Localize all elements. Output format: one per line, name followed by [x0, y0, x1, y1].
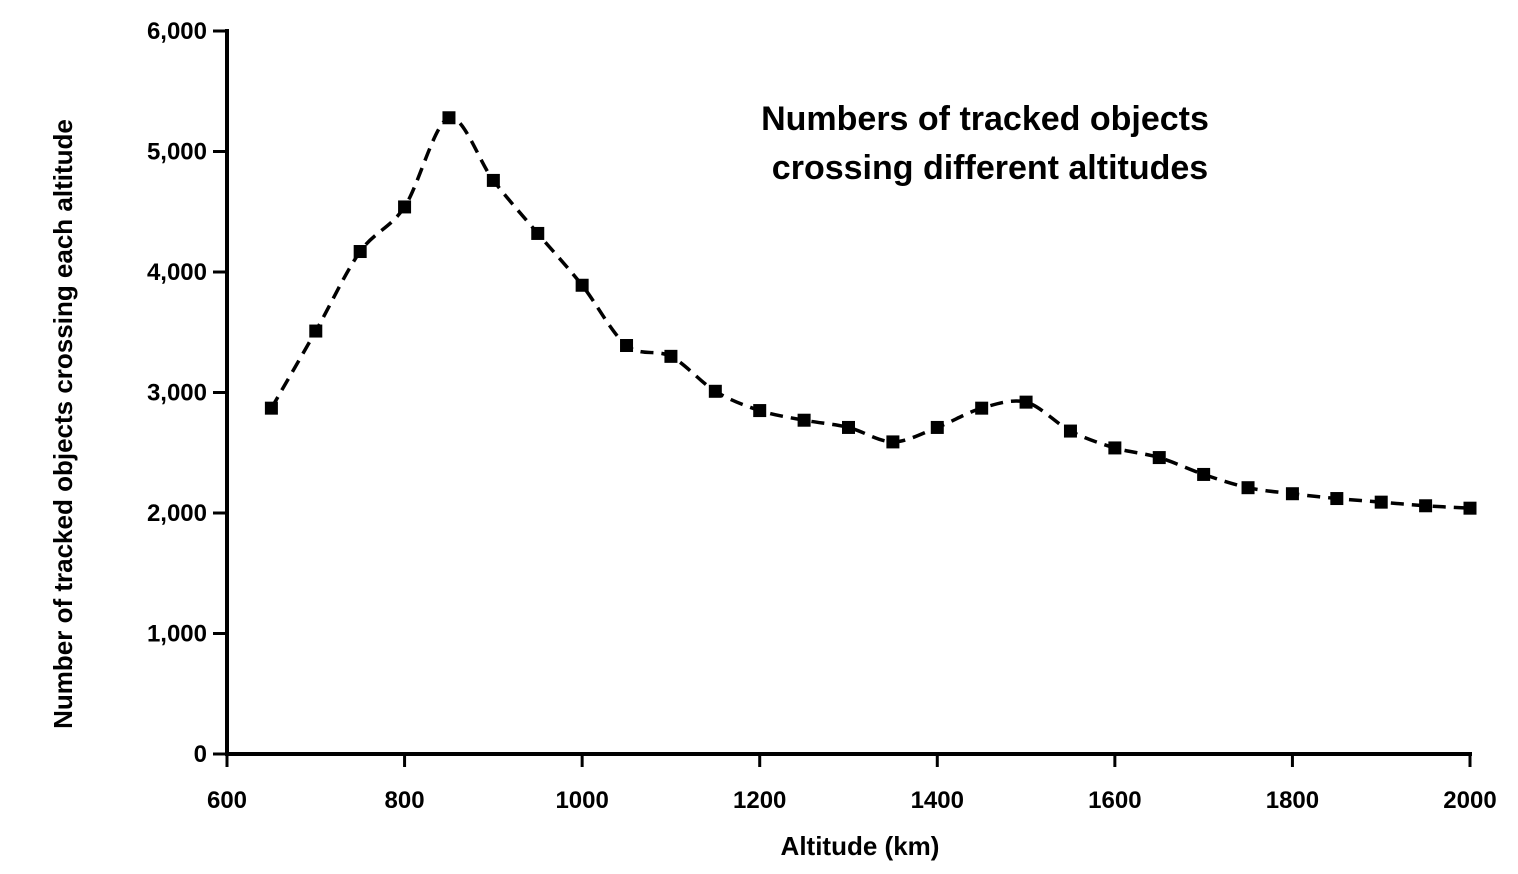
data-point-marker	[1019, 395, 1033, 409]
y-tick-label: 1,000	[147, 621, 207, 648]
x-axis-title: Altitude (km)	[781, 831, 940, 861]
data-point-marker	[309, 324, 323, 338]
x-tick-label: 1400	[911, 787, 964, 814]
data-point-marker	[797, 413, 811, 427]
data-point-marker	[1374, 495, 1388, 509]
data-point-marker	[842, 420, 855, 434]
data-point-marker	[664, 349, 678, 363]
data-point-marker	[1463, 501, 1477, 515]
data-point-marker	[398, 200, 412, 214]
y-tick-label: 2,000	[147, 500, 207, 527]
y-axis-title: Number of tracked objects crossing each …	[48, 119, 78, 729]
data-point-marker	[1285, 487, 1299, 501]
x-tick-label: 1600	[1088, 787, 1141, 814]
data-point-marker	[930, 420, 944, 434]
data-point-marker	[753, 404, 767, 418]
y-tick-label: 3,000	[147, 380, 207, 407]
data-point-marker	[264, 401, 278, 415]
data-point-marker	[1330, 492, 1344, 506]
data-point-marker	[975, 401, 989, 415]
data-point-marker	[886, 435, 900, 449]
data-point-marker	[442, 111, 456, 125]
data-point-marker	[708, 384, 722, 398]
x-axis-ticks: 600 800 1000 1200 1400 1600 1800 2000	[207, 754, 1497, 814]
x-tick-label: 600	[207, 787, 247, 814]
x-tick-label: 800	[385, 787, 425, 814]
data-point-marker	[620, 339, 634, 353]
data-point-marker	[1152, 451, 1166, 465]
y-tick-label: 0	[194, 741, 207, 768]
x-tick-label: 1800	[1266, 787, 1319, 814]
data-point-marker	[1419, 499, 1433, 513]
annotation-line-1: Numbers of tracked objects	[761, 100, 1209, 138]
data-point-marker	[1063, 424, 1077, 438]
data-point-marker	[1241, 481, 1255, 495]
data-point-marker	[1108, 441, 1122, 455]
data-point-marker	[531, 226, 545, 240]
x-tick-label: 2000	[1443, 787, 1496, 814]
data-point-marker	[486, 173, 500, 187]
y-axis-ticks: 0 1,000 2,000 3,000 4,000 5,000 6,000	[147, 18, 227, 768]
y-tick-label: 4,000	[147, 259, 207, 286]
data-point-marker	[353, 245, 367, 259]
annotation-line-2: crossing different altitudes	[772, 149, 1208, 187]
data-point-marker	[1197, 467, 1211, 481]
plot-area	[264, 111, 1477, 515]
x-tick-label: 1200	[733, 787, 786, 814]
x-tick-label: 1000	[555, 787, 608, 814]
y-tick-label: 6,000	[147, 18, 207, 45]
data-point-marker	[575, 278, 589, 292]
y-tick-label: 5,000	[147, 139, 207, 166]
